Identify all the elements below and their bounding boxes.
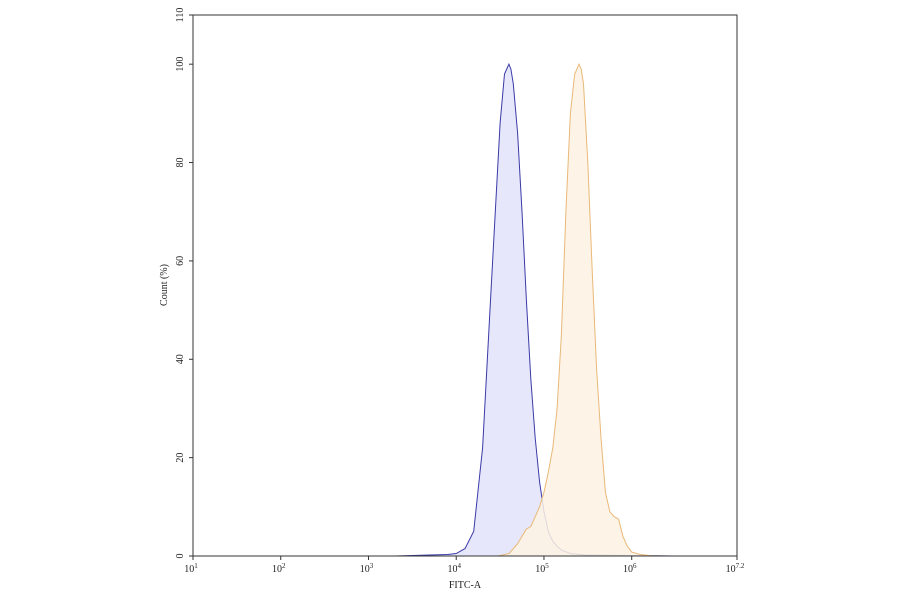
x-axis-ticks: 101 102 103 104 105 106 107.2 — [184, 556, 745, 575]
x-tick-label: 101 — [184, 562, 198, 575]
y-tick-label: 40 — [175, 354, 186, 364]
x-tick-label: 105 — [535, 562, 549, 575]
x-tick-label: 104 — [447, 562, 461, 575]
y-axis-ticks: 0 20 40 60 80 100 110 — [175, 8, 193, 559]
y-tick-label: 0 — [175, 554, 186, 559]
y-tick-label: 110 — [175, 8, 186, 23]
x-axis-label: FITC-A — [449, 580, 482, 591]
x-tick-label: 103 — [360, 562, 374, 575]
x-tick-label: 107.2 — [726, 562, 745, 575]
y-tick-label: 60 — [175, 256, 186, 266]
plot-frame — [192, 14, 738, 557]
y-tick-label: 100 — [175, 57, 186, 72]
series-1-line — [497, 62, 659, 557]
y-axis-label: Count (%) — [159, 264, 170, 306]
y-tick-label: 20 — [175, 453, 186, 463]
series-layer — [394, 62, 674, 557]
series-1-area — [498, 64, 659, 556]
x-tick-label: 106 — [623, 562, 637, 575]
series-0-area — [394, 64, 674, 556]
x-tick-label: 102 — [272, 562, 286, 575]
y-tick-label: 80 — [175, 158, 186, 168]
